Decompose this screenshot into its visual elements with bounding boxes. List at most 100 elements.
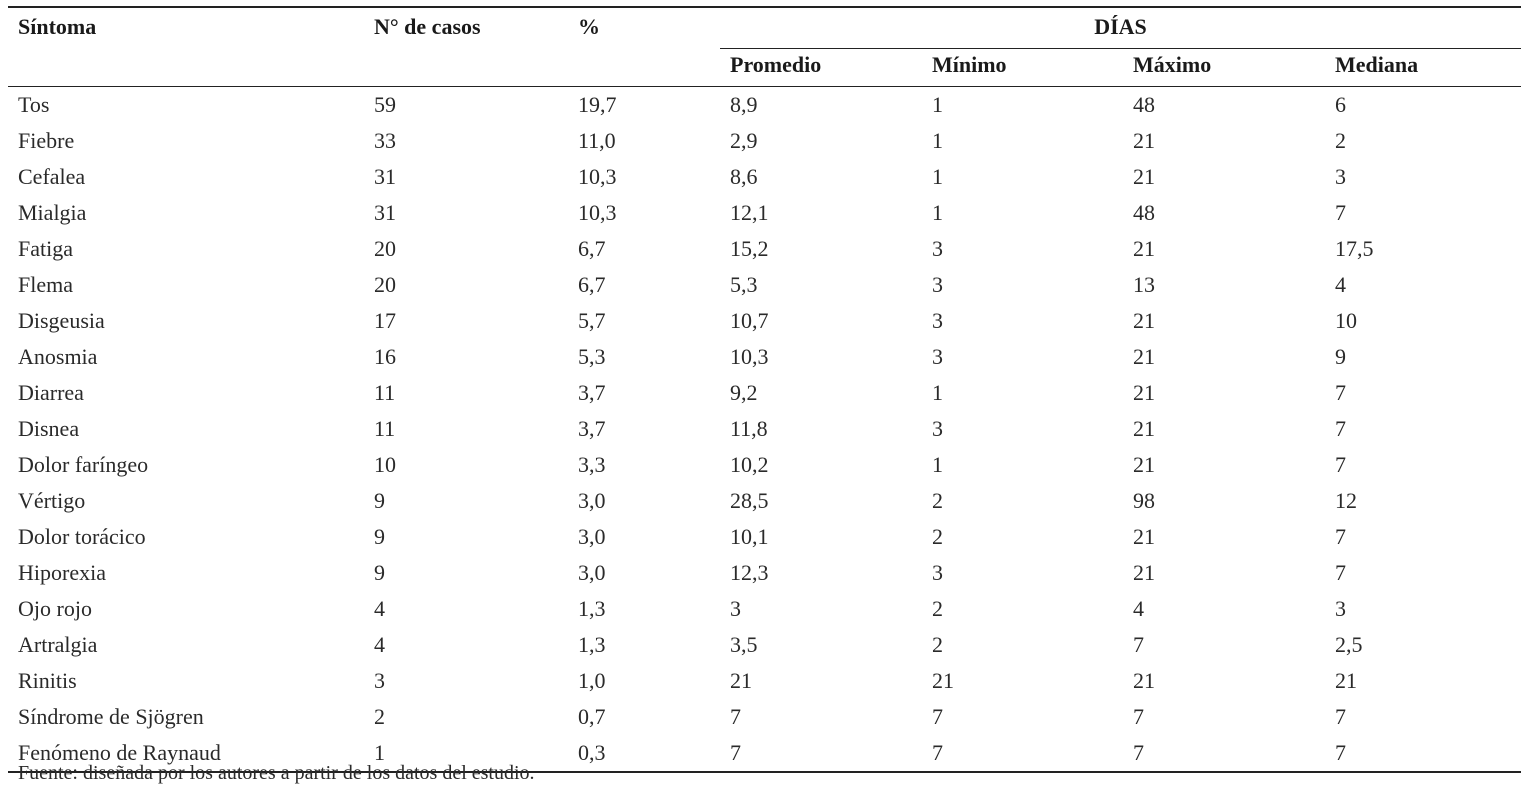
cell-symptom: Dolor faríngeo (18, 452, 149, 477)
header-row-top: Síntoma N° de casos % DÍAS (8, 6, 1522, 49)
cell-symptom: Dolor torácico (18, 524, 146, 549)
table-row: Cefalea 31 10,3 8,6 1 21 3 (8, 159, 1521, 195)
cell-symptom: Síndrome de Sjögren (18, 704, 204, 729)
header-median: Mediana (1325, 48, 1522, 87)
cell-max: 98 (1133, 488, 1155, 513)
cell-max: 21 (1133, 164, 1155, 189)
cell-median: 7 (1335, 416, 1346, 441)
table-row: Anosmia 16 5,3 10,3 3 21 9 (8, 339, 1521, 375)
table-header: Síntoma N° de casos % DÍAS Promedio Míni… (8, 6, 1522, 87)
cell-percent: 11,0 (578, 128, 616, 153)
cell-percent: 3,0 (578, 560, 606, 585)
cell-max: 21 (1133, 560, 1155, 585)
cell-min: 3 (932, 236, 943, 261)
cell-percent: 10,3 (578, 164, 617, 189)
cell-min: 3 (932, 560, 943, 585)
cell-symptom: Fenómeno de Raynaud (8, 735, 364, 773)
cell-median: 2,5 (1335, 632, 1363, 657)
header-cases: N° de casos (364, 6, 568, 49)
cell-mean: 21 (730, 668, 752, 693)
cell-min: 2 (932, 596, 943, 621)
cell-max: 21 (1133, 668, 1155, 693)
cell-min: 3 (932, 308, 943, 333)
cell-symptom: Anosmia (18, 344, 98, 369)
cell-max: 7 (1123, 735, 1325, 773)
cell-max: 7 (1133, 632, 1144, 657)
cell-percent: 3,0 (578, 524, 606, 549)
cell-median: 3 (1335, 164, 1346, 189)
cell-median: 7 (1335, 452, 1346, 477)
cell-mean: 8,9 (730, 92, 758, 117)
table-footnote: Fuente: diseñada por los autores a parti… (18, 762, 535, 784)
cell-mean: 12,3 (730, 560, 769, 585)
cell-min: 1 (932, 128, 943, 153)
cell-symptom: Disgeusia (18, 308, 105, 333)
cell-symptom: Diarrea (18, 380, 84, 405)
cell-percent: 1,0 (578, 668, 606, 693)
cell-max: 4 (1133, 596, 1144, 621)
cell-cases: 9 (374, 488, 385, 513)
cell-max: 48 (1133, 92, 1155, 117)
cell-cases: 31 (374, 200, 396, 225)
header-symptom: Síntoma (8, 6, 364, 49)
table-row: Flema 20 6,7 5,3 3 13 4 (8, 267, 1521, 303)
table-row: Ojo rojo 4 1,3 3 2 4 3 (8, 591, 1521, 627)
cell-symptom: Artralgia (18, 632, 98, 657)
cell-cases: 1 (364, 735, 568, 773)
cell-max: 7 (1133, 704, 1144, 729)
cell-percent: 0,3 (568, 735, 720, 773)
cell-max: 21 (1133, 380, 1155, 405)
cell-min: 1 (932, 92, 943, 117)
cell-cases: 20 (374, 272, 396, 297)
cell-mean: 9,2 (730, 380, 758, 405)
table-row: Fatiga 20 6,7 15,2 3 21 17,5 (8, 231, 1521, 267)
cell-median: 17,5 (1335, 236, 1374, 261)
cell-percent: 5,7 (578, 308, 606, 333)
table-row: Disgeusia 17 5,7 10,7 3 21 10 (8, 303, 1521, 339)
table-row: Hiporexia 9 3,0 12,3 3 21 7 (8, 555, 1521, 591)
cell-cases: 59 (374, 92, 396, 117)
cell-cases: 31 (374, 164, 396, 189)
cell-cases: 3 (374, 668, 385, 693)
cell-percent: 3,0 (578, 488, 606, 513)
cell-percent: 1,3 (578, 596, 606, 621)
cell-symptom: Rinitis (18, 668, 77, 693)
cell-cases: 33 (374, 128, 396, 153)
cell-max: 21 (1133, 128, 1155, 153)
table-row: Diarrea 11 3,7 9,2 1 21 7 (8, 375, 1521, 411)
cell-median: 7 (1335, 560, 1346, 585)
cell-max: 21 (1133, 416, 1155, 441)
symptoms-table: Síntoma N° de casos % DÍAS Promedio Míni… (8, 6, 1522, 773)
cell-median: 7 (1335, 524, 1346, 549)
cell-min: 1 (932, 452, 943, 477)
table-row: Artralgia 4 1,3 3,5 2 7 2,5 (8, 627, 1521, 663)
cell-percent: 3,3 (578, 452, 606, 477)
cell-cases: 17 (374, 308, 396, 333)
cell-max: 21 (1133, 236, 1155, 261)
cell-symptom: Cefalea (18, 164, 86, 189)
cell-symptom: Disnea (18, 416, 80, 441)
cell-cases: 9 (374, 560, 385, 585)
cell-cases: 10 (374, 452, 396, 477)
cell-percent: 3,7 (578, 416, 606, 441)
cell-median: 21 (1335, 668, 1357, 693)
header-blank (568, 48, 720, 87)
cell-min: 1 (932, 380, 943, 405)
cell-min: 3 (932, 416, 943, 441)
cell-mean: 10,1 (730, 524, 769, 549)
cell-mean: 12,1 (730, 200, 769, 225)
cell-percent: 5,3 (578, 344, 606, 369)
cell-min: 3 (932, 344, 943, 369)
cell-symptom: Mialgia (18, 200, 87, 225)
cell-mean: 11,8 (730, 416, 768, 441)
cell-median: 7 (1335, 704, 1346, 729)
cell-median: 3 (1335, 596, 1346, 621)
cell-cases: 9 (374, 524, 385, 549)
cell-mean: 3,5 (730, 632, 758, 657)
cell-symptom: Hiporexia (18, 560, 106, 585)
table-row: Fenómeno de Raynaud 1 0,3 7 7 7 7 (8, 735, 1522, 773)
cell-cases: 16 (374, 344, 396, 369)
header-blank (8, 48, 364, 87)
cell-mean: 3 (730, 596, 741, 621)
cell-mean: 7 (720, 735, 922, 773)
